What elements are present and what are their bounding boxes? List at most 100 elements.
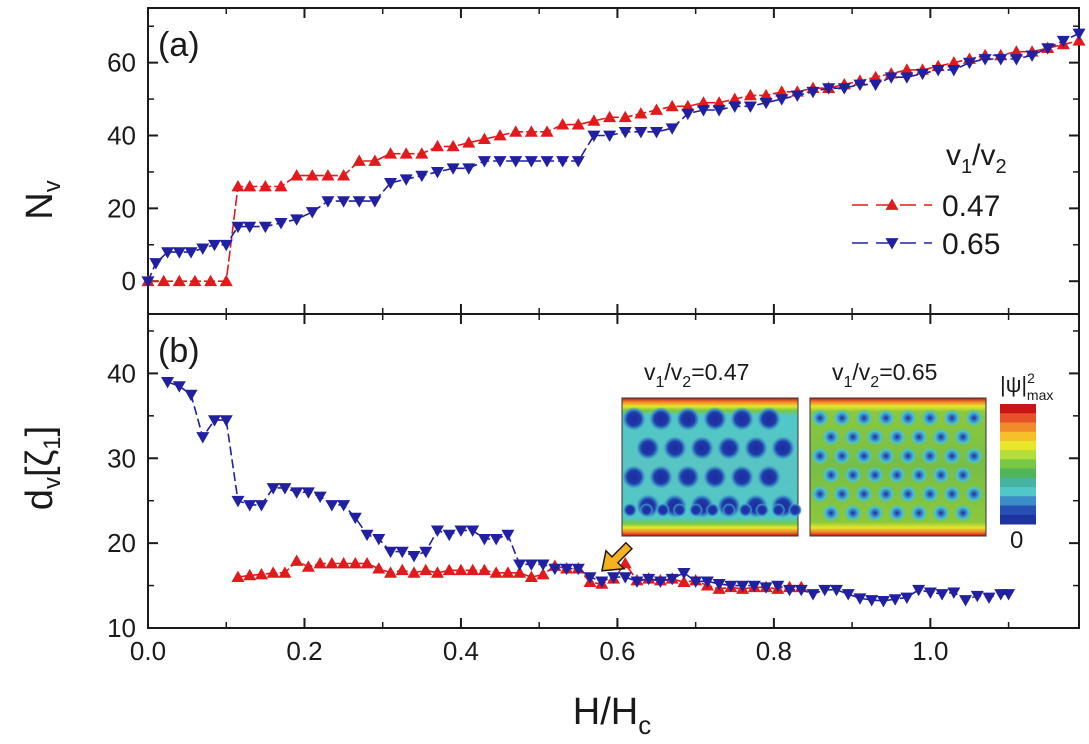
- vortex-047-edge: [623, 503, 637, 517]
- colorbar-cell: [1000, 459, 1036, 470]
- panel-b-point-065: [430, 525, 444, 537]
- inset-065-label: v1/v2=0.65: [832, 359, 937, 391]
- vortex-065: [943, 485, 961, 503]
- panel-a-point-065: [650, 126, 664, 139]
- vortex-065: [811, 485, 829, 503]
- vortex-047: [649, 407, 673, 431]
- vortex-065: [954, 428, 972, 446]
- panel-a-point-047: [603, 110, 617, 123]
- panel-b-point-047: [489, 566, 503, 578]
- panel-b-point-065: [384, 546, 398, 559]
- panel-b-point-065: [536, 559, 550, 571]
- panel-a-point-047: [384, 147, 398, 159]
- colorbar-cell: [1000, 431, 1036, 442]
- inset-065-vortices: [811, 409, 983, 522]
- vortex-065: [877, 409, 895, 427]
- panel-b-point-065: [290, 487, 304, 499]
- panel-a-point-047: [172, 274, 186, 287]
- panel-b-point-047: [513, 566, 527, 578]
- panel-b-point-047: [501, 566, 515, 578]
- panel-a-point-047: [188, 274, 202, 287]
- panel-a-point-065: [172, 247, 186, 259]
- vortex-047: [717, 436, 741, 460]
- panel-a-point-065: [1041, 43, 1055, 55]
- panel-b-point-047: [618, 557, 632, 569]
- panel-b: 10 20 30 40 0.0 0.2 0.4 0.6 0.8 1.0 (b) dv[ζ1] H/…: [19, 313, 1080, 740]
- inset-047-vortices: [622, 407, 802, 518]
- vortex-047-edge: [672, 503, 687, 517]
- x-axis-label: H/Hc: [573, 691, 651, 740]
- panel-a-point-047: [900, 63, 914, 75]
- panel-b-point-065: [982, 592, 996, 604]
- colorbar-cell: [1000, 422, 1036, 433]
- vortex-065: [822, 504, 840, 522]
- vortex-047: [757, 465, 781, 489]
- vortex-065: [921, 447, 939, 465]
- panel-a-point-047: [477, 132, 491, 145]
- panel-a-point-047: [1009, 45, 1023, 57]
- panel-a-point-047: [219, 274, 233, 287]
- panel-b-point-065: [959, 595, 973, 607]
- panel-b-point-065: [794, 584, 808, 597]
- panel-a-ytick-label: 20: [107, 193, 136, 223]
- panel-b-point-065: [407, 550, 421, 563]
- panel-a-point-047: [290, 169, 304, 181]
- panel-a-point-065: [1009, 54, 1023, 66]
- panel-b-point-047: [290, 554, 304, 566]
- panel-a-line-065: [147, 32, 1080, 282]
- panel-a-point-065: [869, 79, 883, 91]
- vortex-065: [855, 447, 873, 465]
- panel-b-point-047: [419, 563, 433, 576]
- panel-a-point-047: [650, 103, 664, 115]
- panel-b-point-047: [395, 563, 409, 576]
- panel-a-point-065: [806, 86, 820, 99]
- panel-b-point-065: [372, 534, 386, 546]
- vortex-047: [703, 407, 727, 431]
- panel-a-point-047: [204, 274, 218, 287]
- vortex-065: [943, 409, 961, 427]
- vortex-065: [910, 466, 928, 484]
- panel-a-ytick-label: 60: [107, 48, 136, 78]
- panel-a-point-047: [947, 56, 961, 68]
- panel-a-point-065: [884, 72, 898, 84]
- colorbar-top-label: |ψ|2 max: [1000, 370, 1053, 403]
- vortex-047: [676, 407, 700, 431]
- panel-a-point-065: [681, 108, 695, 121]
- panel-b-point-065: [254, 500, 268, 512]
- panel-b-point-065: [653, 576, 667, 588]
- vortex-065: [811, 447, 829, 465]
- colorbar-cell: [1000, 487, 1036, 497]
- panel-a-point-047: [305, 169, 319, 181]
- panel-a-point-047: [728, 92, 742, 104]
- panel-b-ytick-label: 10: [107, 613, 136, 643]
- vortex-047-edge: [705, 503, 720, 517]
- vortex-065: [954, 466, 972, 484]
- panel-a-point-047: [681, 99, 695, 112]
- panel-a-point-047: [775, 85, 789, 97]
- panel-b-point-065: [853, 593, 867, 605]
- panel-a-line-047: [148, 40, 1080, 283]
- panel-b-label: (b): [158, 332, 200, 370]
- panel-b-point-065: [747, 580, 761, 593]
- panel-b-point-065: [243, 500, 257, 512]
- vortex-047-edge: [738, 503, 753, 517]
- panel-a-point-065: [587, 130, 601, 142]
- panel-a-point-047: [493, 129, 507, 141]
- panel-a-point-065: [243, 221, 257, 234]
- colorbar: |ψ|2 max 0: [1000, 370, 1053, 554]
- panel-b-point-065: [771, 580, 785, 593]
- colorbar-cell: [1000, 505, 1036, 516]
- panel-a-point-047: [587, 114, 601, 126]
- vortex-047: [622, 407, 646, 431]
- panel-a-ytick-label: 40: [107, 121, 136, 151]
- panel-b-point-065: [524, 559, 538, 571]
- panel-b-point-065: [196, 432, 210, 444]
- panel-b-point-047: [524, 570, 538, 582]
- panel-b-point-065: [876, 595, 890, 608]
- panel-b-point-047: [454, 563, 468, 576]
- panel-a-point-047: [524, 125, 538, 137]
- panel-b-point-047: [360, 557, 374, 569]
- panel-b-point-065: [219, 415, 233, 427]
- panel-b-point-065: [970, 590, 984, 603]
- panel-b-point-047: [231, 570, 245, 582]
